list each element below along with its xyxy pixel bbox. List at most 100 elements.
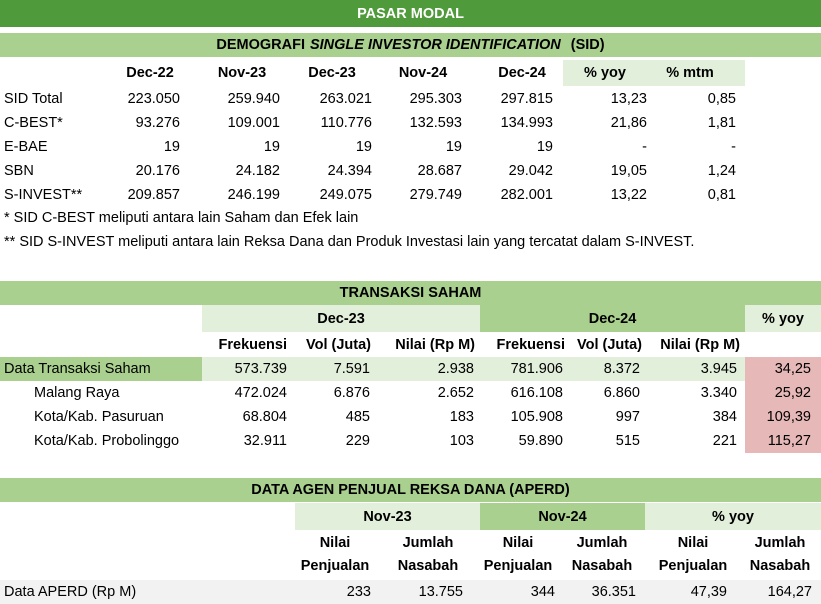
cell-value: 279.749	[409, 187, 462, 203]
column-header: Dec-22	[126, 65, 174, 81]
row-label: C-BEST*	[4, 115, 63, 131]
cell-value: 24.394	[327, 163, 372, 179]
cell-value: 221	[712, 433, 737, 449]
period-shade	[480, 305, 745, 332]
column-header: Jumlah	[754, 534, 806, 551]
sid-title-part: SINGLE INVESTOR IDENTIFICATION	[309, 37, 561, 53]
period-shade	[480, 503, 645, 530]
cell-value: 134.993	[500, 115, 553, 131]
cell-value: 132.593	[409, 115, 462, 131]
cell-value: 13,22	[610, 187, 647, 203]
cell-value: 19	[355, 139, 372, 155]
column-header: Nasabah	[571, 557, 633, 574]
column-header: Nov-23	[217, 65, 267, 81]
cell-value: 2.938	[437, 361, 474, 377]
cell-value: 997	[615, 409, 640, 425]
cell-value: 8.372	[603, 361, 640, 377]
cell-value: 573.739	[234, 361, 287, 377]
cell-value: 21,86	[610, 115, 647, 131]
column-header: Frekuensi	[496, 337, 566, 353]
column-header: Nilai (Rp M)	[660, 337, 740, 353]
cell-value: 781.906	[510, 361, 563, 377]
cell-value: 515	[615, 433, 640, 449]
cell-value: 7.591	[333, 361, 370, 377]
column-header: Nasabah	[749, 557, 811, 574]
column-header: Penjualan	[300, 557, 370, 574]
row-label: Malang Raya	[34, 385, 120, 401]
row-label: SID Total	[4, 91, 63, 107]
cell-value: 263.021	[319, 91, 372, 107]
cell-value: 105.908	[510, 409, 563, 425]
period-shade	[202, 305, 480, 332]
column-header: Jumlah	[402, 534, 454, 551]
row-label: Data APERD (Rp M)	[4, 584, 137, 600]
footnote: * SID C-BEST meliputi antara lain Saham …	[4, 210, 359, 226]
cell-value: 2.652	[437, 385, 474, 401]
period-header: % yoy	[762, 310, 804, 327]
cell-value: 384	[712, 409, 737, 425]
column-header: Dec-23	[308, 65, 356, 81]
cell-value: 19	[263, 139, 280, 155]
column-header: Penjualan	[658, 557, 728, 574]
cell-value: 1,24	[707, 163, 736, 179]
cell-value: 297.815	[500, 91, 553, 107]
period-header: Dec-24	[588, 310, 637, 327]
cell-value: 36.351	[591, 584, 636, 600]
cell-value: 13,23	[610, 91, 647, 107]
cell-value: 19,05	[610, 163, 647, 179]
cell-value: 183	[449, 409, 474, 425]
cell-value: 3.945	[700, 361, 737, 377]
period-shade	[295, 503, 480, 530]
row-label: E-BAE	[4, 139, 48, 155]
header-shade	[563, 60, 745, 86]
cell-value: 68.804	[242, 409, 287, 425]
column-header: Jumlah	[576, 534, 628, 551]
cell-value: 29.042	[508, 163, 553, 179]
column-header: Nov-24	[398, 65, 448, 81]
period-shade	[645, 503, 821, 530]
row-label: Kota/Kab. Pasuruan	[34, 409, 164, 425]
title-bar	[0, 0, 821, 27]
cell-value: 59.890	[518, 433, 563, 449]
cell-value: 19	[536, 139, 553, 155]
cell-value: 233	[346, 584, 371, 600]
column-header: % yoy	[584, 65, 626, 81]
row-label: S-INVEST**	[4, 187, 83, 203]
column-header: Nilai	[677, 534, 709, 551]
column-header: Penjualan	[483, 557, 553, 574]
sid-title-part: (SID)	[570, 37, 605, 53]
period-header: % yoy	[712, 508, 754, 525]
cell-value: 164,27	[767, 584, 812, 600]
cell-value: 249.075	[319, 187, 372, 203]
cell-value: 19	[445, 139, 462, 155]
column-header: Nilai	[319, 534, 351, 551]
cell-value: 103	[449, 433, 474, 449]
cell-value: 109,39	[766, 409, 811, 425]
cell-value: 32.911	[243, 433, 287, 449]
row-shade	[202, 357, 745, 381]
cell-value: 6.860	[603, 385, 640, 401]
cell-value: 259.940	[227, 91, 280, 107]
cell-value: -	[642, 139, 647, 155]
cell-value: 19	[163, 139, 180, 155]
period-header: Dec-23	[317, 310, 365, 327]
column-header: Dec-24	[498, 65, 546, 81]
column-header: Nilai (Rp M)	[395, 337, 475, 353]
cell-value: 47,39	[690, 584, 727, 600]
section-bar	[0, 281, 821, 305]
cell-value: 282.001	[500, 187, 553, 203]
sid-title-part: DEMOGRAFI	[216, 37, 305, 53]
cell-value: 6.876	[333, 385, 370, 401]
cell-value: 109.001	[227, 115, 280, 131]
row-label: Data Transaksi Saham	[4, 361, 151, 377]
column-header: Vol (Juta)	[577, 337, 642, 353]
cell-value: -	[731, 139, 736, 155]
yoy-shade	[745, 357, 821, 453]
footnote: ** SID S-INVEST meliputi antara lain Rek…	[4, 234, 695, 250]
section-bar	[0, 478, 821, 502]
cell-value: 110.776	[320, 115, 372, 131]
column-header: Nasabah	[397, 557, 459, 574]
row-shade	[0, 580, 821, 604]
column-header: Frekuensi	[218, 337, 288, 353]
